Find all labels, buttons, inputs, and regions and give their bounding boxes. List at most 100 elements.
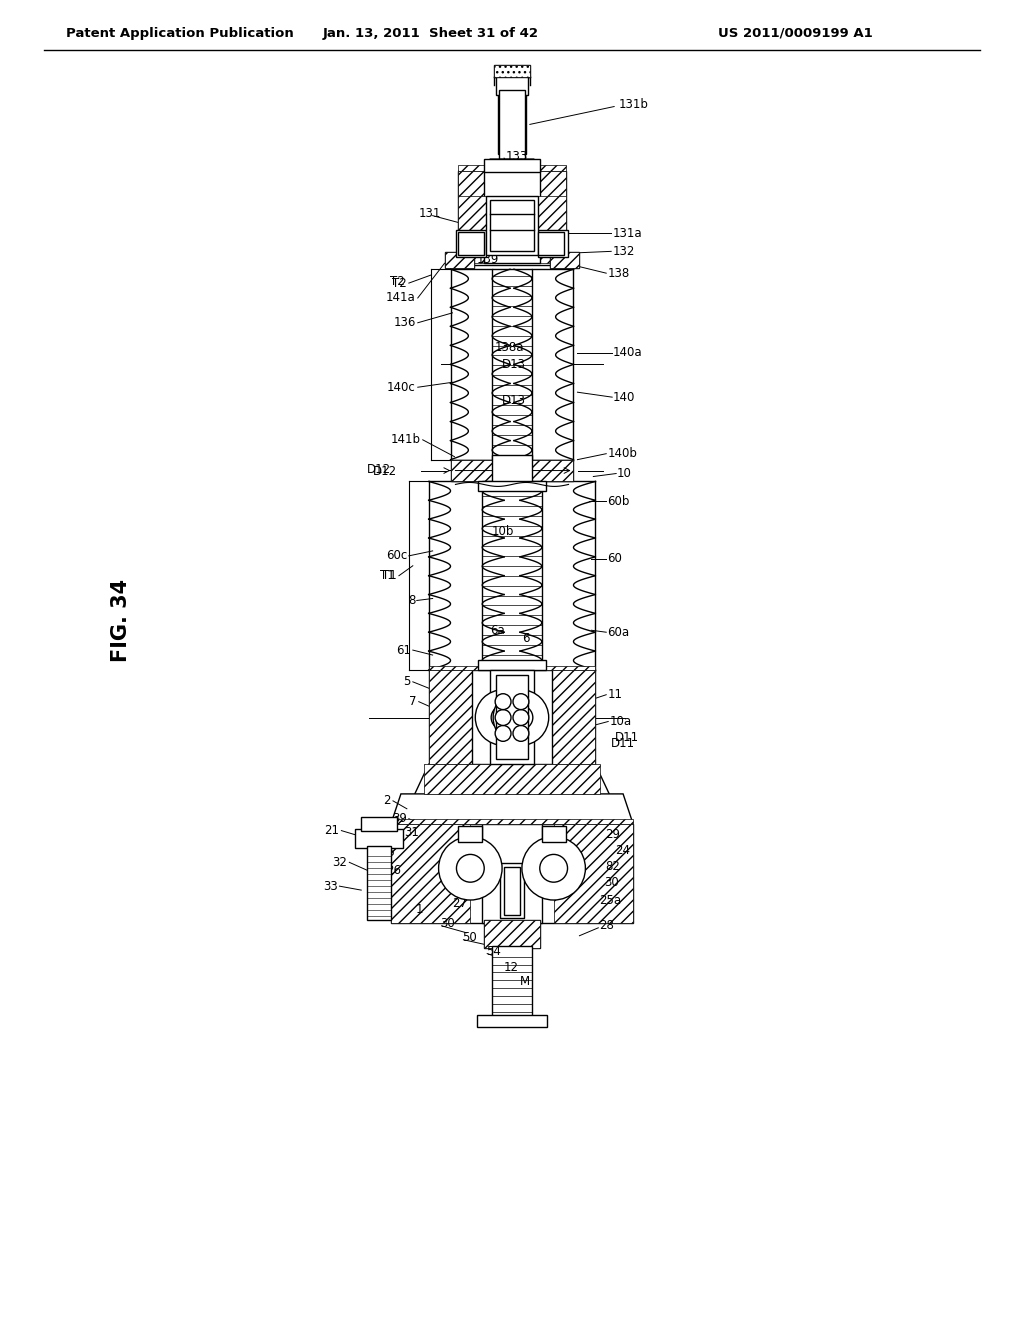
Text: 10d: 10d [495, 455, 516, 469]
Bar [472, 671, 552, 764]
Text: 28: 28 [599, 919, 614, 932]
Bar [459, 165, 565, 172]
Text: US 2011/0009199 A1: US 2011/0009199 A1 [718, 26, 873, 40]
Text: 61: 61 [396, 644, 411, 656]
Text: 10a: 10a [609, 715, 632, 729]
Bar [444, 252, 474, 268]
Circle shape [513, 726, 528, 742]
Bar [391, 824, 470, 923]
Bar [538, 231, 563, 255]
Text: 141a: 141a [386, 292, 416, 305]
Text: T1: T1 [382, 569, 397, 582]
Circle shape [496, 710, 511, 726]
Polygon shape [484, 160, 540, 172]
Bar [542, 825, 565, 842]
Bar [490, 199, 502, 251]
Text: T1: T1 [380, 569, 395, 582]
Circle shape [492, 706, 515, 730]
Bar [429, 667, 595, 671]
Text: T2: T2 [392, 277, 407, 289]
Text: 131b: 131b [620, 98, 649, 111]
Text: 5: 5 [403, 676, 411, 688]
Text: D11: D11 [611, 737, 635, 750]
Bar [361, 817, 397, 830]
Bar [497, 77, 527, 95]
Text: 27: 27 [453, 896, 468, 909]
Text: Patent Application Publication: Patent Application Publication [66, 26, 294, 40]
Bar [459, 231, 484, 255]
Circle shape [509, 706, 532, 730]
Bar [538, 195, 565, 255]
Polygon shape [391, 793, 633, 824]
Text: 131: 131 [419, 207, 441, 220]
Bar [459, 195, 486, 255]
Bar [429, 671, 595, 764]
Text: 25a: 25a [599, 894, 622, 907]
Bar [457, 260, 567, 265]
Circle shape [496, 694, 511, 710]
Bar [429, 671, 483, 764]
Bar [424, 764, 600, 793]
Bar [541, 671, 595, 764]
Text: 54: 54 [486, 945, 501, 958]
Text: 26: 26 [386, 863, 401, 876]
Polygon shape [401, 764, 623, 824]
Bar [391, 824, 633, 923]
Text: 10c: 10c [500, 222, 521, 235]
Text: 60b: 60b [607, 495, 630, 508]
Bar [459, 825, 482, 842]
Bar [495, 65, 529, 77]
Bar [550, 252, 580, 268]
Circle shape [513, 694, 528, 710]
Bar [457, 230, 486, 257]
Text: 60a: 60a [607, 626, 630, 639]
Bar [522, 199, 534, 251]
Text: 7: 7 [410, 696, 417, 708]
Bar [477, 1015, 547, 1027]
Bar [497, 675, 527, 759]
Bar [368, 846, 391, 920]
Bar [493, 454, 531, 487]
Bar [478, 660, 546, 671]
Text: 2: 2 [384, 795, 391, 808]
Bar [391, 818, 633, 824]
Bar [451, 459, 573, 482]
Bar [499, 90, 525, 160]
Bar [459, 172, 565, 263]
Circle shape [457, 854, 484, 882]
Bar [500, 863, 524, 917]
Text: 11: 11 [607, 688, 623, 701]
Text: 62: 62 [495, 480, 509, 492]
Text: 33: 33 [323, 879, 338, 892]
Circle shape [513, 710, 528, 726]
Bar [355, 829, 402, 849]
Text: D11: D11 [615, 731, 639, 744]
Bar [484, 920, 540, 948]
Text: 138: 138 [607, 267, 630, 280]
Circle shape [494, 690, 549, 746]
Text: 140c: 140c [387, 380, 416, 393]
Text: FIG. 34: FIG. 34 [112, 578, 131, 661]
Text: 140: 140 [613, 391, 636, 404]
Text: D12: D12 [373, 465, 397, 478]
Bar [486, 195, 538, 255]
Text: 136: 136 [393, 317, 416, 329]
Text: 6a: 6a [490, 624, 505, 636]
Text: 138a: 138a [496, 341, 524, 354]
Text: 60: 60 [607, 552, 623, 565]
Text: M: M [520, 975, 530, 987]
Text: 1: 1 [416, 903, 423, 916]
Bar [500, 863, 524, 917]
Polygon shape [484, 160, 540, 172]
Text: 50: 50 [463, 931, 477, 944]
Text: 30: 30 [604, 875, 618, 888]
Text: 140b: 140b [607, 447, 637, 461]
Text: 139: 139 [476, 253, 499, 265]
Text: 132: 132 [613, 244, 636, 257]
Text: T2: T2 [390, 275, 404, 288]
Circle shape [438, 837, 502, 900]
Bar [550, 252, 580, 268]
Bar [490, 671, 534, 764]
Text: 8: 8 [409, 594, 416, 607]
Bar [444, 252, 474, 268]
